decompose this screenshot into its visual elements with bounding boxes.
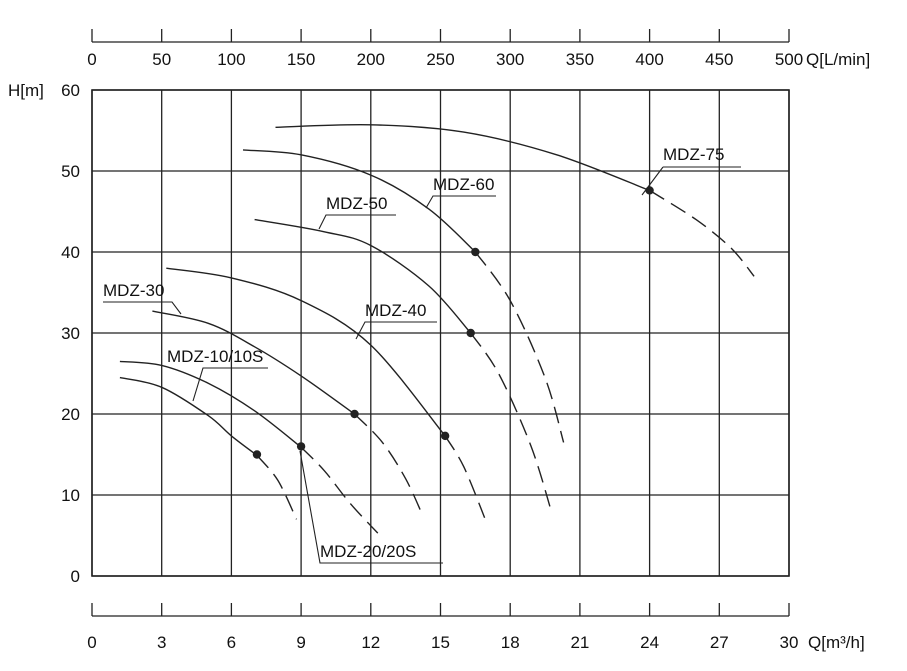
rated-point [252, 450, 262, 459]
x2-axis-tick-label: 0 [87, 50, 96, 69]
x2-axis-tick-label: 250 [426, 50, 454, 69]
series-label-text: MDZ-10/10S [167, 347, 263, 366]
series-label-mdz-30: MDZ-30 [103, 281, 182, 315]
series-label-text: MDZ-50 [326, 194, 387, 213]
series-label-mdz-50: MDZ-50 [318, 194, 396, 230]
y-axis-tick-label: 0 [71, 567, 80, 586]
x2-axis-tick-label: 50 [152, 50, 171, 69]
x2-axis-tick-label: 300 [496, 50, 524, 69]
curve-dashed-segment [649, 189, 755, 277]
x2-axis-tick-label: 400 [635, 50, 663, 69]
curve-dashed-segment [470, 332, 553, 514]
y-axis-tick-label: 50 [61, 162, 80, 181]
x-axis-tick-label: 27 [710, 633, 729, 652]
series-label-mdz-20-20s: MDZ-20/20S [299, 450, 443, 564]
x-axis-tick-label: 24 [640, 633, 659, 652]
rated-point [350, 409, 359, 419]
x-axis-tick-label: 3 [157, 633, 166, 652]
x-axis-tick-label: 21 [570, 633, 589, 652]
y-axis-tick-label: 40 [61, 243, 80, 262]
x2-axis-tick-label: 150 [287, 50, 315, 69]
curve-dashed-segment [300, 446, 379, 534]
series-label-mdz-40: MDZ-40 [355, 301, 437, 340]
leader-line [641, 166, 664, 196]
x-axis-tick-label: 6 [227, 633, 236, 652]
series-label-text: MDZ-60 [433, 175, 494, 194]
leader-line [355, 321, 437, 340]
series-label-text: MDZ-40 [365, 301, 426, 320]
x-axis-tick-label: 0 [87, 633, 96, 652]
x-axis-tick-label: 18 [501, 633, 520, 652]
x-axis-tick-label: 15 [431, 633, 450, 652]
leader-line [425, 195, 496, 209]
rated-point [466, 328, 475, 338]
y-axis-tick-label: 20 [61, 405, 80, 424]
series-label-mdz-60: MDZ-60 [425, 175, 496, 209]
rated-point [296, 442, 306, 451]
series-label-text: MDZ-75 [663, 145, 724, 164]
x2-axis-tick-label: 350 [566, 50, 594, 69]
curve-dashed-segment [256, 454, 298, 520]
y-axis-tick-labels: 0 10 20 30 40 50 60 [61, 81, 80, 586]
curve-dashed-segment [354, 413, 423, 514]
curve-solid-segment [275, 123, 650, 192]
x-axis-unit: Q[m³/h] [808, 633, 865, 652]
curve-dashed-segment [474, 251, 565, 443]
x-axis-tick-label: 12 [361, 633, 380, 652]
leader-line [103, 301, 182, 315]
x2-axis: 0 50 100 150 200 250 300 350 400 450 500 Q[L/min] [87, 29, 870, 69]
x2-axis-tick-label: 500 [775, 50, 803, 69]
series-label-mdz-75: MDZ-75 [641, 145, 741, 196]
rated-point [440, 431, 450, 441]
x-axis: 0 3 6 9 12 15 18 21 24 27 30 Q[m³/h] [87, 603, 865, 652]
rated-points [252, 186, 654, 459]
curve-solid-segment [242, 149, 476, 253]
leader-line [192, 367, 268, 402]
x2-axis-unit: Q[L/min] [806, 50, 870, 69]
leader-line [318, 214, 396, 230]
x2-axis-tick-label: 450 [705, 50, 733, 69]
rated-point [471, 247, 480, 257]
rated-point [645, 186, 654, 195]
curve-solid-segment [254, 218, 472, 334]
x-axis-tick-label: 9 [296, 633, 305, 652]
series-label-mdz-10-10s: MDZ-10/10S [167, 347, 268, 402]
plot-frame [91, 89, 790, 577]
curve-solid-segment [119, 360, 302, 448]
series-label-text: MDZ-20/20S [320, 542, 416, 561]
y-axis-tick-label: 10 [61, 486, 80, 505]
curve-dashed-segment [444, 435, 486, 518]
curve-solid-segment [166, 267, 446, 437]
curve-solid-segment [152, 310, 355, 415]
x-axis-tick-label: 30 [780, 633, 799, 652]
leader-line [299, 450, 443, 564]
x2-axis-tick-label: 100 [217, 50, 245, 69]
series-label-text: MDZ-30 [103, 281, 164, 300]
y-axis-tick-label: 30 [61, 324, 80, 343]
curves [119, 123, 755, 534]
x2-axis-tick-label: 200 [357, 50, 385, 69]
y-axis-tick-label: 60 [61, 81, 80, 100]
y-axis-unit: H[m] [8, 81, 44, 100]
curve-solid-segment [119, 376, 258, 456]
